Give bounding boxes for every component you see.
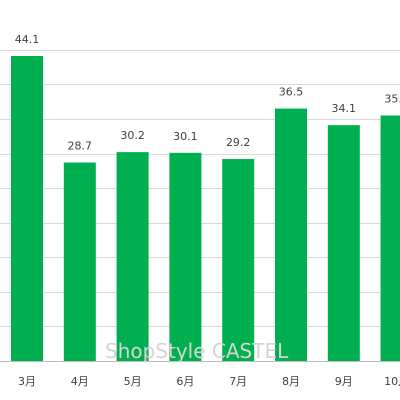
x-tick-label-4: 7月 [229,375,247,388]
data-label-3: 30.1 [173,130,198,143]
data-label-6: 34.1 [332,102,357,115]
x-tick-label-6: 9月 [335,375,353,388]
bar-1 [63,162,96,361]
data-label-2: 30.2 [120,129,145,142]
x-tick-labels: 3月 4月 5月 6月 7月 8月 9月 10月 [18,375,400,388]
x-tick-label-0: 3月 [18,375,36,388]
bar-2 [116,152,149,361]
data-label-4: 29.2 [226,136,251,149]
data-label-1: 28.7 [68,140,93,153]
x-tick-label-1: 4月 [71,375,89,388]
x-tick-label-3: 6月 [176,375,194,388]
bar-7 [380,115,400,361]
data-label-5: 36.5 [279,86,304,99]
data-labels: 44.1 28.7 30.2 30.1 29.2 36.5 34.1 35.5 [15,33,400,153]
bar-0 [11,56,43,361]
x-tick-label-2: 5月 [124,375,142,388]
data-label-0: 44.1 [15,33,40,46]
bar-5 [275,108,307,362]
x-tick-label-7: 10月 [384,375,400,388]
bar-6 [327,125,360,361]
x-tick-label-5: 8月 [282,375,300,388]
bars [11,56,400,362]
bar-3 [169,152,202,361]
data-label-7: 35.5 [384,92,400,105]
bar-4 [222,159,255,361]
watermark-text: ShopStyle CASTEL [105,339,289,363]
